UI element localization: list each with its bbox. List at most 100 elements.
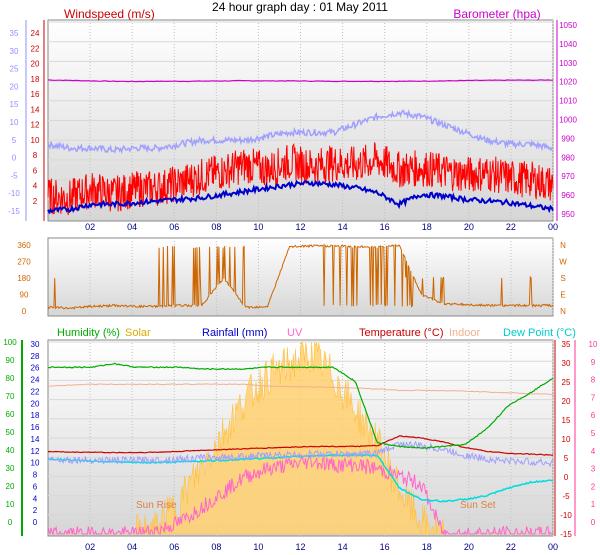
rain-tick-label: 28	[31, 352, 40, 361]
uv-tick-label: 6	[591, 411, 596, 420]
x-tick-label: 20	[464, 542, 474, 552]
compass-tick-label: W	[559, 258, 567, 267]
x-tick-label: 04	[127, 542, 137, 552]
right-magenta-tick-label: 970	[561, 172, 575, 181]
rain-tick-label: 14	[31, 435, 40, 444]
temp-tick-label: -15	[560, 530, 572, 539]
left-blue-tick-label: 35	[10, 29, 19, 38]
left-red-tick-label: 12	[31, 121, 40, 130]
wind-panel-axes: 35302520151050-5-10-15242220181614121086…	[8, 20, 577, 232]
right-magenta-tick-label: 1050	[559, 21, 577, 30]
temp-tick-label: 20	[562, 397, 571, 406]
humidity-line	[47, 362, 554, 449]
legend-indoor: Indoor	[449, 327, 481, 339]
compass-tick-label: E	[560, 291, 565, 300]
x-tick-label: 10	[253, 542, 263, 552]
x-tick-label: 14	[338, 542, 348, 552]
rain-tick-label: 6	[33, 482, 38, 491]
x-tick-label: 16	[380, 222, 390, 232]
right-magenta-tick-label: 1020	[559, 78, 577, 87]
humidity-tick-label: 80	[6, 374, 15, 383]
windspeed-gust-line	[47, 142, 554, 216]
humidity-tick-label: 0	[8, 518, 13, 527]
x-tick-label: 06	[169, 542, 179, 552]
right-magenta-tick-label: 990	[561, 134, 575, 143]
x-tick-label: 18	[422, 222, 432, 232]
compass-tick-label: S	[560, 274, 565, 283]
temp-tick-label: -10	[560, 511, 572, 520]
rain-tick-label: 10	[31, 459, 40, 468]
humidity-tick-label: 40	[6, 446, 15, 455]
direction-tick-label: 90	[20, 291, 29, 300]
uv-tick-label: 4	[591, 447, 596, 456]
temp-tick-label: 5	[564, 454, 569, 463]
direction-tick-label: 180	[17, 274, 31, 283]
windspeed-average-line	[47, 179, 554, 215]
left-blue-tick-label: 15	[10, 100, 19, 109]
compass-tick-label: N	[560, 241, 566, 250]
rain-tick-label: 24	[31, 376, 40, 385]
x-tick-label: 12	[295, 222, 305, 232]
humidity-tick-label: 20	[6, 482, 15, 491]
x-tick-label: 20	[464, 222, 474, 232]
compass-tick-label: N	[560, 307, 566, 316]
x-tick-label: 00	[548, 222, 558, 232]
uv-tick-label: 8	[591, 376, 596, 385]
right-magenta-tick-label: 950	[561, 210, 575, 219]
left-red-tick-label: 16	[31, 90, 40, 99]
rain-tick-label: 26	[31, 364, 40, 373]
uv-tick-label: 0	[591, 518, 596, 527]
sunset-label: Sun Set	[460, 500, 496, 511]
humidity-tick-label: 90	[6, 356, 15, 365]
rain-tick-label: 0	[33, 518, 38, 527]
temp-tick-label: 30	[562, 359, 571, 368]
left-red-tick-label: 14	[31, 105, 40, 114]
chart-title: 24 hour graph day : 01 May 2011	[212, 0, 388, 14]
left-blue-tick-label: 0	[12, 154, 17, 163]
uv-tick-label: 5	[591, 429, 596, 438]
climate-panel-axes: 1009080706050403020100302826242220181614…	[3, 338, 598, 552]
x-tick-label: 10	[253, 222, 263, 232]
wind-panel-grid	[48, 20, 554, 221]
legend-temperature: Temperature (°C)	[359, 327, 443, 339]
rain-tick-label: 4	[33, 494, 38, 503]
humidity-tick-label: 30	[6, 464, 15, 473]
left-blue-tick-label: 10	[10, 118, 19, 127]
uv-tick-label: 10	[589, 340, 598, 349]
temp-tick-label: 0	[564, 473, 569, 482]
climate-panel-series	[47, 341, 554, 536]
rain-tick-label: 20	[31, 399, 40, 408]
right-magenta-tick-label: 1010	[559, 97, 577, 106]
left-blue-tick-label: 25	[10, 65, 19, 74]
legend-uv: UV	[287, 327, 303, 339]
wind-panel-series	[47, 79, 554, 216]
wind-direction-line	[47, 243, 554, 310]
temperature-line	[47, 435, 554, 456]
legend-dew-point: Dew Point (°C)	[503, 327, 576, 339]
temp-tick-label: -5	[562, 492, 570, 501]
uv-tick-label: 3	[591, 465, 596, 474]
rain-tick-label: 18	[31, 411, 40, 420]
uv-tick-label: 2	[591, 482, 596, 491]
uv-line	[47, 455, 554, 536]
humidity-tick-label: 70	[6, 392, 15, 401]
windspeed-axis-label: Windspeed (m/s)	[64, 7, 155, 21]
x-tick-label: 22	[506, 542, 516, 552]
secondary-trace-line	[47, 440, 554, 468]
legend-humidity: Humidity (%)	[57, 327, 120, 339]
left-red-tick-label: 24	[31, 29, 40, 38]
left-blue-tick-label: 20	[10, 82, 19, 91]
legend-rainfall: Rainfall (mm)	[202, 327, 267, 339]
x-tick-label: 22	[506, 222, 516, 232]
right-magenta-tick-label: 1040	[559, 40, 577, 49]
rain-tick-label: 22	[31, 387, 40, 396]
uv-tick-label: 9	[591, 358, 596, 367]
sunrise-label: Sun Rise	[136, 500, 177, 511]
uv-tick-label: 7	[591, 393, 596, 402]
left-blue-tick-label: -5	[10, 171, 18, 180]
humidity-tick-label: 60	[6, 410, 15, 419]
rain-tick-label: 16	[31, 423, 40, 432]
x-tick-label: 02	[85, 542, 95, 552]
